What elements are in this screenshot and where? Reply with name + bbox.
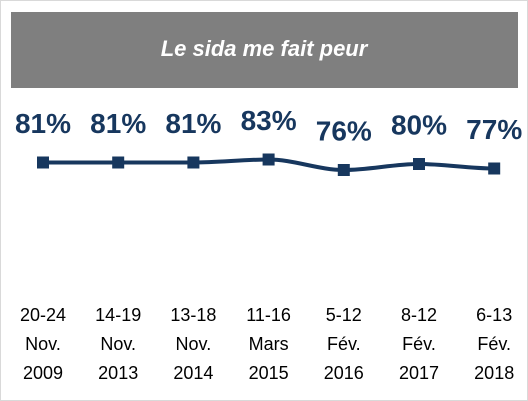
x-tick-label: 2014 <box>173 363 213 383</box>
x-tick-label: Fév. <box>402 334 436 354</box>
marker <box>413 158 425 170</box>
data-label: 83% <box>241 105 297 136</box>
data-label: 81% <box>90 108 146 139</box>
x-tick-label: Fév. <box>477 334 511 354</box>
x-tick-label: 5-12 <box>326 305 362 325</box>
marker <box>488 162 501 175</box>
x-tick-label: Fév. <box>327 334 361 354</box>
marker <box>37 156 49 169</box>
chart-title: Le sida me fait peur <box>161 36 369 61</box>
x-tick-label: 2016 <box>324 363 364 383</box>
x-tick-label: 2017 <box>399 363 439 383</box>
x-tick-label: 2018 <box>474 363 514 383</box>
x-tick-label: 13-18 <box>170 305 216 325</box>
x-tick-label: Mars <box>249 334 289 354</box>
data-label: 76% <box>316 115 372 146</box>
x-tick-label: 14-19 <box>95 305 141 325</box>
data-label: 81% <box>15 108 71 139</box>
x-tick-label: 20-24 <box>20 305 66 325</box>
x-tick-label: 2009 <box>23 363 63 383</box>
x-tick-label: Nov. <box>100 334 136 354</box>
marker <box>262 153 275 166</box>
marker <box>112 156 125 169</box>
x-tick-label: 8-12 <box>401 305 437 325</box>
title-banner <box>11 12 518 88</box>
x-tick-label: Nov. <box>176 334 212 354</box>
data-label: 77% <box>466 114 522 145</box>
data-label: 81% <box>165 108 221 139</box>
data-label: 80% <box>391 109 447 140</box>
x-tick-label: 11-16 <box>246 305 291 325</box>
x-tick-label: 6-13 <box>476 305 512 325</box>
marker <box>337 164 350 176</box>
x-tick-label: 2015 <box>249 363 289 383</box>
x-tick-label: Nov. <box>25 334 61 354</box>
marker <box>187 156 200 169</box>
x-tick-label: 2013 <box>98 363 138 383</box>
